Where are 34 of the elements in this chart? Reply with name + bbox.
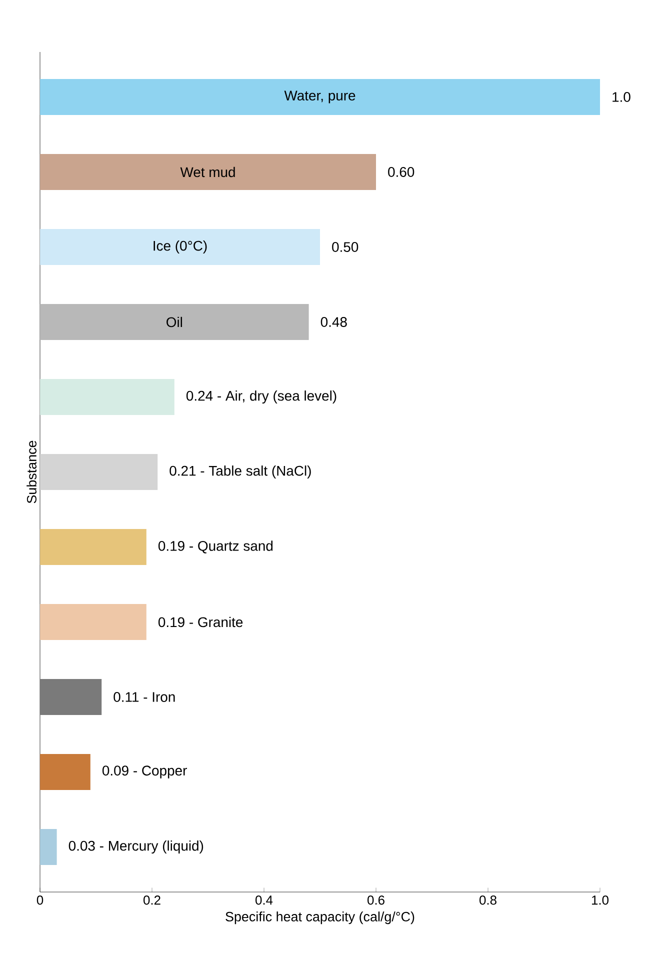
x-tick-label: 0.6 <box>368 896 384 905</box>
data-label: 0.11 - Iron <box>114 692 175 702</box>
y-tick-label: Wet mud <box>180 166 235 178</box>
bar <box>40 604 146 640</box>
bar <box>40 679 102 716</box>
data-label: 0.09 - Copper <box>102 766 187 778</box>
data-label: 0.60 <box>388 167 414 177</box>
data-label: 0.19 - Granite <box>158 616 243 628</box>
x-tick-label: 1.0 <box>592 896 609 905</box>
bar <box>40 304 309 340</box>
bar <box>40 379 174 416</box>
data-label: 0.19 - Quartz sand <box>158 540 273 554</box>
data-label: 0.21 - Table salt (NaCl) <box>170 466 311 479</box>
bar <box>40 229 320 266</box>
bar <box>40 529 146 566</box>
data-label: 0.03 - Mercury (liquid) <box>68 840 204 854</box>
bar <box>40 79 600 115</box>
data-label: 0.48 <box>320 317 347 327</box>
x-tick-label: 0.2 <box>144 896 160 905</box>
y-tick-label: Water, pure <box>284 90 356 104</box>
data-label: 0.50 <box>332 242 358 252</box>
data-label: 1.0 <box>612 92 630 102</box>
x-tick-label: 0.8 <box>480 896 496 905</box>
bar <box>40 754 90 790</box>
bar <box>40 454 158 490</box>
x-tick-label: 0.4 <box>256 896 273 905</box>
y-axis-title: Substance <box>26 440 36 504</box>
y-tick-label: Oil <box>166 316 182 328</box>
y-tick-label: Ice (0°C) <box>154 240 207 254</box>
x-tick-label: 0 <box>36 896 44 905</box>
bar <box>40 154 376 190</box>
bar <box>40 829 57 866</box>
data-label: 0.24 - Air, dry (sea level) <box>186 390 336 404</box>
x-axis-title: Specific heat capacity (cal/g/°C) <box>226 912 414 924</box>
